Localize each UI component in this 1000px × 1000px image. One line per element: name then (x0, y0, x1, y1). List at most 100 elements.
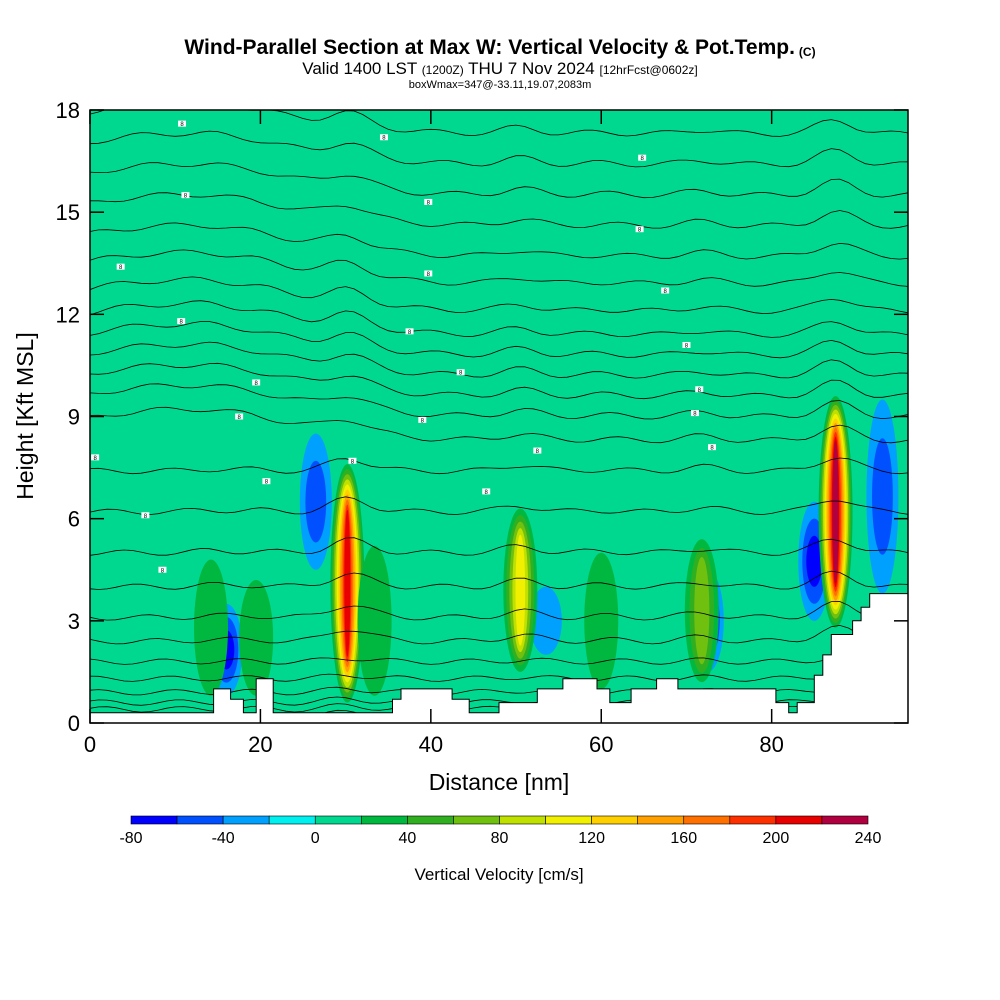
isentrope-label: 8 (536, 449, 540, 455)
valid-date: THU 7 Nov 2024 (468, 59, 595, 78)
isentrope-label: 8 (119, 265, 123, 271)
isentrope-label: 8 (459, 371, 463, 377)
isentrope-line (90, 249, 908, 287)
terrain-profile (90, 593, 908, 723)
isentrope-label-bg (158, 566, 167, 573)
updraft-core (515, 534, 526, 646)
weak-updraft-streak (211, 110, 253, 400)
downdraft-core (806, 535, 823, 587)
updraft-core (193, 559, 228, 696)
y-tick-label: 0 (68, 711, 80, 736)
updraft-core (832, 440, 839, 583)
colorbar-swatch (176, 815, 224, 825)
isentrope-label: 8 (382, 136, 386, 142)
isentrope-label-bg (262, 478, 271, 485)
y-tick-label: 12 (56, 302, 80, 327)
isentrope-labels: 8 8 8 8 8 8 8 8 8 8 8 8 8 8 8 8 8 8 8 8 8 8 8 8 8 8 (91, 120, 717, 574)
colorbar-tick-label: -40 (212, 830, 235, 847)
colorbar-swatch (361, 815, 408, 825)
colorbar-swatch (407, 815, 454, 825)
isentrope-label: 8 (254, 381, 258, 387)
y-tick-label: 15 (56, 200, 80, 225)
isentrope-label-bg (456, 369, 465, 376)
colorbar-swatch (591, 815, 638, 825)
isentrope-label: 8 (184, 194, 188, 200)
colorbar-swatch (499, 815, 546, 825)
y-axis-title: Height [Kft MSL] (12, 332, 38, 499)
isentrope-label-bg (116, 263, 125, 270)
isentrope-line (90, 570, 908, 590)
y-tick-label: 3 (68, 609, 80, 634)
colorbar-swatch (821, 815, 869, 825)
isentrope-label: 8 (710, 446, 714, 452)
isentrope-label-bg (708, 444, 717, 451)
isentrope-label-bg (91, 454, 100, 461)
isentrope-label: 8 (144, 514, 148, 520)
isentrope-label-bg (690, 410, 699, 417)
isentrope-label-bg (418, 416, 427, 423)
weak-updraft-streak (735, 110, 777, 400)
updraft-core (584, 552, 619, 689)
isentrope-label: 8 (265, 480, 269, 486)
isentrope-line (90, 383, 908, 420)
isentrope-label-bg (638, 154, 647, 161)
isentrope-line (90, 300, 908, 338)
colorbar-swatch (222, 815, 270, 825)
x-tick-label: 20 (248, 732, 272, 757)
x-axis-title: Distance [nm] (429, 769, 570, 795)
isentrope-label: 8 (180, 320, 184, 326)
isentrope-line (90, 130, 908, 168)
isentrope-label: 8 (351, 459, 355, 465)
isentrope-label: 8 (180, 122, 184, 128)
colorbar-tick-label: 120 (578, 830, 605, 847)
isentrope-label: 8 (427, 200, 431, 206)
isentrope-line (90, 496, 908, 516)
updraft-core (239, 579, 274, 696)
isentrope-line (90, 406, 908, 444)
isentrope-label: 8 (693, 412, 697, 418)
box-info: boxWmax=347@-33.11,19.07,2083m (408, 79, 592, 91)
isentrope-label-bg (682, 341, 691, 348)
x-tick-label: 0 (84, 732, 96, 757)
colorbar-swatch (130, 815, 178, 825)
isentrope-label-bg (177, 318, 186, 325)
isentrope-label: 8 (161, 568, 165, 574)
weak-updraft-streak (373, 110, 415, 400)
forecast-info: [12hrFcst@0602z] (599, 63, 698, 77)
colorbar-tick-label: 160 (670, 830, 697, 847)
valid-prefix: Valid 1400 LST (302, 59, 417, 78)
colorbar-tick-label: 0 (311, 830, 320, 847)
isentrope-label: 8 (408, 330, 412, 336)
updraft-core (694, 556, 710, 665)
colorbar-swatch (545, 815, 592, 825)
isentrope-label-bg (181, 192, 190, 199)
colorbar-title: Vertical Velocity [cm/s] (414, 865, 583, 884)
colorbar-swatch (453, 815, 500, 825)
isentrope-label: 8 (698, 388, 702, 394)
isentrope-label-bg (482, 488, 491, 495)
terrain (90, 593, 908, 723)
isentrope-line (90, 276, 908, 315)
isentrope-label-bg (141, 512, 150, 519)
weak-updraft-streak (313, 110, 355, 400)
potential-temperature-contours (90, 110, 908, 720)
isentrope-label-bg (695, 386, 704, 393)
x-tick-label: 60 (589, 732, 613, 757)
isentrope-label-bg (661, 287, 670, 294)
title-block: Wind-Parallel Section at Max W: Vertical… (0, 36, 1000, 91)
colorbar-swatch (314, 815, 362, 825)
isentrope-label-bg (424, 270, 433, 277)
downdraft-core (872, 438, 893, 555)
x-tick-label: 80 (759, 732, 783, 757)
isentrope-label: 8 (93, 456, 97, 462)
y-tick-label: 18 (56, 98, 80, 123)
isentrope-label-bg (424, 198, 433, 205)
isentrope-line (90, 673, 908, 682)
isentrope-label: 8 (685, 343, 689, 349)
isentrope-label-bg (635, 226, 644, 233)
isentrope-label: 8 (427, 272, 431, 278)
velocity-field (90, 110, 908, 723)
colorbar-swatch (729, 815, 777, 825)
isentrope-line (90, 222, 908, 260)
updraft-core (357, 545, 392, 696)
